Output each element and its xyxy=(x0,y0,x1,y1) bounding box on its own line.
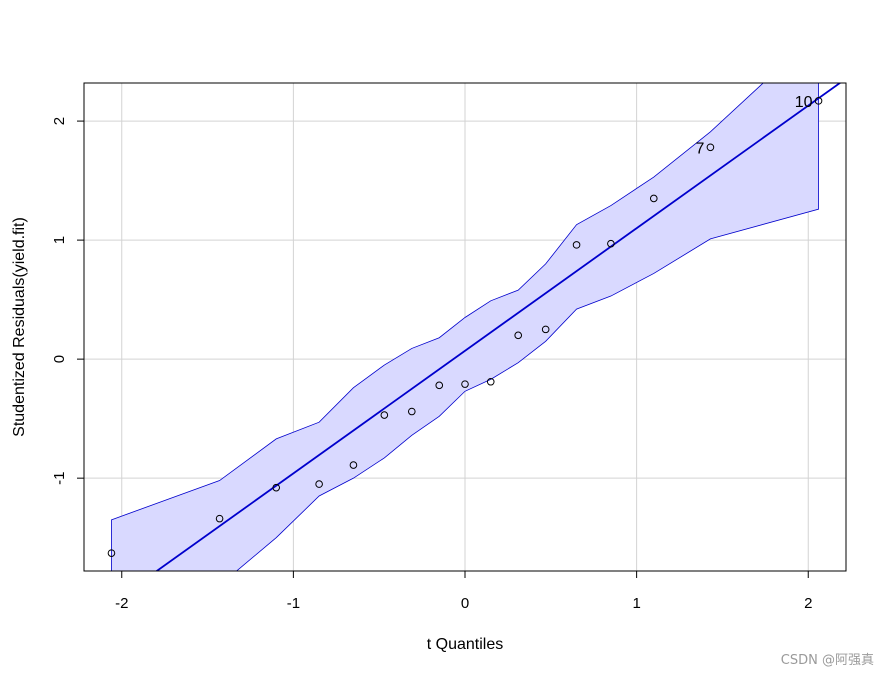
data-point xyxy=(514,331,523,340)
point-label: 7 xyxy=(696,140,705,157)
y-tick-label: -1 xyxy=(51,471,68,484)
x-tick-label: -2 xyxy=(115,595,128,612)
y-axis-label: Studentized Residuals(yield.fit) xyxy=(11,217,28,437)
data-points: 7 10 xyxy=(107,94,823,557)
data-point xyxy=(315,480,323,488)
data-point xyxy=(649,194,658,203)
y-tick-label: 0 xyxy=(51,355,68,363)
x-tick-label: 2 xyxy=(804,595,812,612)
data-point xyxy=(541,325,550,334)
data-point xyxy=(272,483,281,492)
watermark: CSDN @阿强真 xyxy=(780,653,874,668)
confidence-envelope xyxy=(111,83,819,571)
x-tick-label: -1 xyxy=(287,595,300,612)
point-label: 10 xyxy=(795,94,813,111)
data-point xyxy=(435,381,444,390)
data-point xyxy=(107,549,116,557)
data-point xyxy=(486,377,495,386)
x-axis-label: t Quantiles xyxy=(427,636,503,653)
data-point xyxy=(215,514,224,523)
reference-line xyxy=(155,83,842,571)
x-tick-label: 0 xyxy=(461,595,469,612)
data-point xyxy=(706,143,715,152)
data-point xyxy=(349,461,358,469)
axes: -2 -1 0 1 2 -1 0 1 2 xyxy=(51,117,812,612)
data-point xyxy=(407,407,416,416)
x-tick-label: 1 xyxy=(632,595,640,612)
y-tick-label: 1 xyxy=(51,236,68,244)
data-point xyxy=(461,380,469,388)
data-point xyxy=(814,97,823,105)
y-tick-label: 2 xyxy=(51,117,68,125)
data-point xyxy=(572,241,581,249)
data-point xyxy=(607,239,615,248)
data-point xyxy=(380,411,389,419)
